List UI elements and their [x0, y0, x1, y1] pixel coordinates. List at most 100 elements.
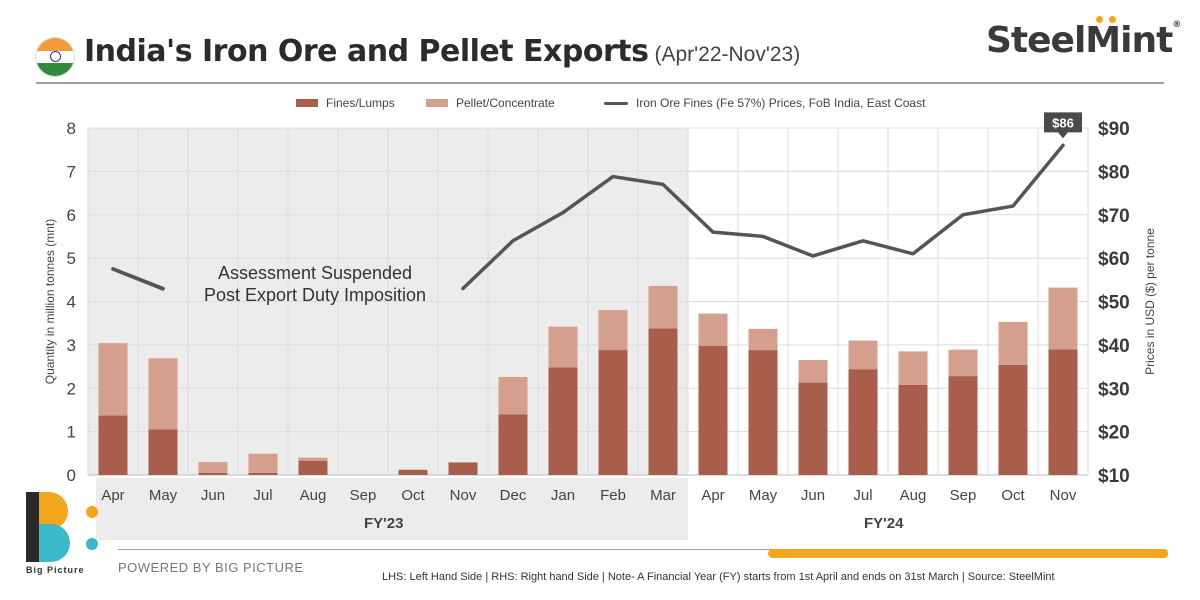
y2-tick-label: $90: [1098, 119, 1130, 140]
y2-tick-label: $80: [1098, 162, 1130, 183]
y2-tick-label: $50: [1098, 293, 1130, 314]
bar-fines-lumps: [298, 460, 328, 475]
x-tick-label: Sep: [350, 487, 377, 504]
x-tick-label: Aug: [900, 487, 927, 504]
price-callout-box: [1044, 112, 1082, 139]
y2-tick-label: $40: [1098, 336, 1130, 357]
x-tick-label: Apr: [701, 487, 724, 504]
chart-legend: Fines/Lumps Pellet/Concentrate Iron Ore …: [0, 96, 1200, 112]
y-tick-label: 0: [67, 466, 76, 485]
y2-tick-label: $60: [1098, 249, 1130, 270]
x-tick-label: Jun: [201, 487, 225, 504]
y-tick-label: 6: [67, 206, 76, 225]
fy23-label: FY'23: [364, 515, 404, 532]
x-tick-label: Nov: [450, 487, 477, 504]
x-tick-label: Sep: [950, 487, 977, 504]
y-tick-label: 4: [67, 293, 76, 312]
x-tick-label: Jun: [801, 487, 825, 504]
bar-fines-lumps: [898, 384, 928, 475]
chart-title: India's Iron Ore and Pellet Exports (Apr'…: [84, 34, 801, 69]
y2-axis-title: Prices in USD ($) per tonne: [1143, 228, 1157, 375]
bar-fines-lumps: [498, 414, 528, 475]
x-tick-label: Feb: [600, 487, 626, 504]
bar-pellet-concentrate: [748, 328, 778, 351]
bar-fines-lumps: [248, 472, 278, 475]
india-flag-icon: [36, 38, 74, 76]
x-tick-label: Dec: [500, 487, 527, 504]
legend-swatch-fines: [296, 99, 318, 107]
bar-pellet-concentrate: [98, 343, 128, 416]
price-callout-label: $86: [1052, 115, 1074, 130]
brand-dots-icon: [1090, 16, 1130, 24]
bar-fines-lumps: [598, 350, 628, 475]
x-tick-label: Jan: [551, 487, 575, 504]
bar-pellet-concentrate: [648, 285, 678, 329]
y-tick-label: 7: [67, 162, 76, 181]
bar-fines-lumps: [448, 462, 478, 475]
big-picture-logo-text: Big Picture: [26, 565, 85, 575]
bar-pellet-concentrate: [1048, 287, 1078, 350]
fy24-label: FY'24: [864, 515, 904, 532]
x-tick-label: Mar: [650, 487, 676, 504]
bar-pellet-concentrate: [848, 340, 878, 370]
x-tick-label: Aug: [300, 487, 327, 504]
bar-fines-lumps: [1048, 349, 1078, 475]
powered-by-text: POWERED BY BIG PICTURE: [118, 560, 304, 575]
footer-divider: [118, 549, 778, 550]
header-divider: [36, 82, 1164, 84]
steelmint-logo: SteelMint®: [986, 20, 1181, 61]
bar-pellet-concentrate: [598, 310, 628, 351]
bar-pellet-concentrate: [798, 360, 828, 383]
bar-fines-lumps: [848, 369, 878, 475]
bar-pellet-concentrate: [148, 358, 178, 430]
footer-accent-bar: [768, 549, 1168, 558]
y2-tick-label: $70: [1098, 206, 1130, 227]
x-tick-label: May: [149, 487, 178, 504]
legend-swatch-pellet: [426, 99, 448, 107]
y-tick-label: 3: [67, 336, 76, 355]
y-tick-label: 8: [67, 119, 76, 138]
bar-fines-lumps: [648, 328, 678, 475]
y-axis-title: Quantity in million tonnes (mnt): [43, 219, 57, 384]
bar-fines-lumps: [198, 472, 228, 475]
x-tick-label: Jul: [253, 487, 272, 504]
bar-pellet-concentrate: [948, 349, 978, 377]
big-picture-logo-icon: [26, 492, 98, 562]
bar-fines-lumps: [998, 364, 1028, 475]
fy23-axis-band: [96, 478, 688, 540]
bar-pellet-concentrate: [998, 321, 1028, 365]
bar-pellet-concentrate: [198, 461, 228, 473]
annotation-assessment-suspended: Assessment Suspended Post Export Duty Im…: [203, 263, 427, 305]
bar-fines-lumps: [148, 429, 178, 475]
bar-pellet-concentrate: [698, 313, 728, 346]
legend-item-pellet: Pellet/Concentrate: [426, 96, 555, 110]
legend-swatch-price: [604, 101, 628, 105]
y-tick-label: 1: [67, 423, 76, 442]
bar-pellet-concentrate: [298, 457, 328, 461]
x-tick-label: May: [749, 487, 778, 504]
bar-fines-lumps: [548, 367, 578, 475]
y-tick-label: 5: [67, 249, 76, 268]
bar-pellet-concentrate: [248, 453, 278, 473]
bar-pellet-concentrate: [498, 376, 528, 415]
x-tick-label: Oct: [1001, 487, 1025, 504]
bar-fines-lumps: [698, 345, 728, 475]
bar-fines-lumps: [748, 350, 778, 475]
y2-tick-label: $10: [1098, 466, 1130, 487]
chart-subtitle: (Apr'22-Nov'23): [654, 43, 801, 66]
y-tick-label: 2: [67, 379, 76, 398]
x-tick-label: Apr: [101, 487, 124, 504]
y2-tick-label: $30: [1098, 379, 1130, 400]
bar-fines-lumps: [798, 382, 828, 475]
bar-fines-lumps: [948, 376, 978, 475]
x-tick-label: Nov: [1050, 487, 1077, 504]
legend-item-price: Iron Ore Fines (Fe 57%) Prices, FoB Indi…: [604, 96, 925, 110]
price-line: [461, 143, 1065, 291]
legend-item-fines: Fines/Lumps: [296, 96, 395, 110]
bar-fines-lumps: [98, 415, 128, 475]
bar-pellet-concentrate: [898, 351, 928, 385]
bar-pellet-concentrate: [548, 326, 578, 368]
x-tick-label: Jul: [853, 487, 872, 504]
y2-tick-label: $20: [1098, 423, 1130, 444]
